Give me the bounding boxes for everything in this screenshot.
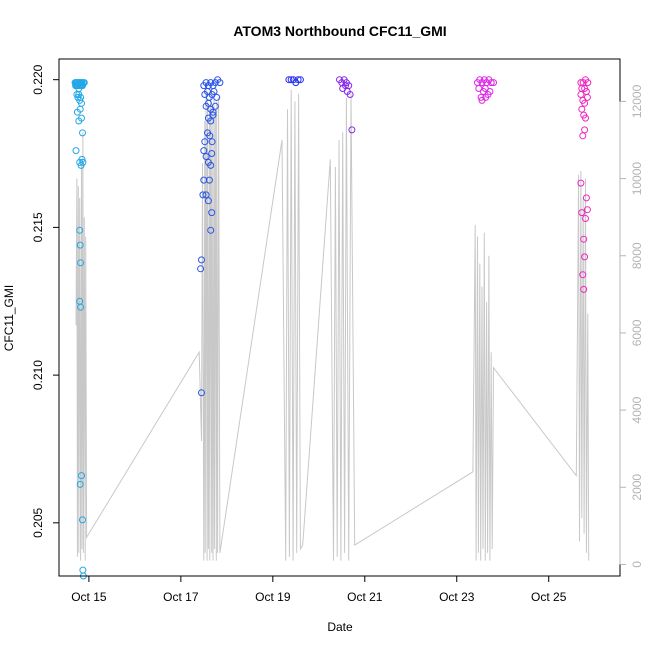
data-points-layer — [71, 76, 592, 580]
data-point — [582, 194, 590, 202]
y-tick-label: 0.215 — [31, 212, 45, 242]
data-point — [200, 176, 208, 184]
data-point — [213, 93, 221, 101]
data-point — [580, 285, 588, 293]
data-point — [76, 226, 84, 234]
data-point — [487, 79, 495, 87]
data-point — [207, 117, 215, 125]
data-point — [583, 206, 591, 214]
data-point — [72, 147, 80, 155]
y2-tick-label: 10000 — [630, 162, 644, 196]
data-point — [581, 126, 589, 134]
x-tick-label: Oct 19 — [255, 590, 291, 604]
x-tick-label: Oct 21 — [347, 590, 383, 604]
data-point — [78, 155, 86, 163]
data-point — [209, 111, 217, 119]
y-axis: 0.205 0.210 0.215 0.220 — [31, 64, 60, 538]
data-point — [582, 114, 589, 122]
data-point — [77, 303, 85, 311]
x-axis: Oct 15 Oct 17 Oct 19 Oct 21 Oct 23 Oct 25 — [71, 575, 567, 604]
data-point — [208, 138, 216, 146]
data-point — [201, 138, 209, 146]
data-point — [577, 179, 585, 187]
y2-tick-label: 12000 — [630, 84, 644, 118]
data-point — [207, 226, 215, 234]
data-point — [211, 102, 219, 110]
chart-title: ATOM3 Northbound CFC11_GMI — [233, 23, 446, 39]
data-point — [207, 161, 215, 169]
data-point — [581, 253, 589, 261]
data-point — [206, 132, 214, 140]
data-point — [76, 105, 84, 113]
y2-tick-label: 2000 — [630, 474, 644, 501]
y-tick-label: 0.220 — [31, 64, 45, 94]
data-point — [580, 235, 588, 243]
data-point — [294, 76, 302, 84]
data-point — [584, 79, 592, 87]
y-tick-label: 0.205 — [31, 507, 45, 537]
data-point — [76, 241, 84, 249]
x-tick-label: Oct 23 — [439, 590, 475, 604]
altitude-line-layer — [75, 89, 590, 561]
secondary-y-axis: 0 2000 4000 6000 8000 10000 12000 — [619, 84, 644, 568]
data-point — [210, 88, 218, 95]
y-tick-label: 0.210 — [31, 360, 45, 390]
x-axis-label: Date — [327, 620, 353, 634]
data-point — [477, 93, 485, 101]
data-point — [583, 93, 591, 101]
data-point — [578, 209, 586, 217]
data-point — [208, 209, 216, 217]
data-point — [285, 76, 293, 84]
data-point — [582, 215, 589, 222]
x-tick-label: Oct 17 — [163, 590, 199, 604]
data-point — [197, 265, 205, 273]
y-axis-label: CFC11_GMI — [2, 285, 16, 351]
data-point — [77, 259, 85, 267]
data-point — [204, 99, 212, 107]
y2-tick-label: 4000 — [630, 396, 644, 423]
data-point — [348, 126, 356, 134]
y2-tick-label: 6000 — [630, 319, 644, 346]
data-point — [202, 153, 210, 160]
data-point — [209, 108, 217, 116]
data-point — [490, 79, 497, 87]
data-point — [200, 147, 208, 155]
data-point — [80, 79, 88, 87]
data-point — [204, 197, 212, 205]
data-point — [208, 150, 216, 157]
data-point — [198, 256, 205, 264]
x-tick-label: Oct 15 — [71, 590, 107, 604]
data-point — [478, 96, 486, 104]
data-point — [579, 271, 587, 279]
y2-tick-label: 0 — [630, 561, 644, 568]
data-point — [202, 191, 210, 199]
data-point — [581, 99, 589, 107]
data-point — [78, 472, 85, 480]
data-point — [199, 191, 207, 199]
data-point — [198, 389, 205, 397]
data-point — [78, 114, 85, 122]
data-point — [79, 158, 87, 166]
altitude-line — [75, 89, 590, 561]
data-point — [79, 129, 86, 137]
data-point — [296, 76, 304, 84]
data-point — [79, 516, 86, 524]
x-tick-label: Oct 25 — [531, 590, 567, 604]
data-point — [484, 91, 492, 98]
data-point — [346, 91, 354, 98]
data-point — [216, 79, 224, 87]
y2-tick-label: 8000 — [630, 242, 644, 269]
data-point — [76, 480, 84, 488]
